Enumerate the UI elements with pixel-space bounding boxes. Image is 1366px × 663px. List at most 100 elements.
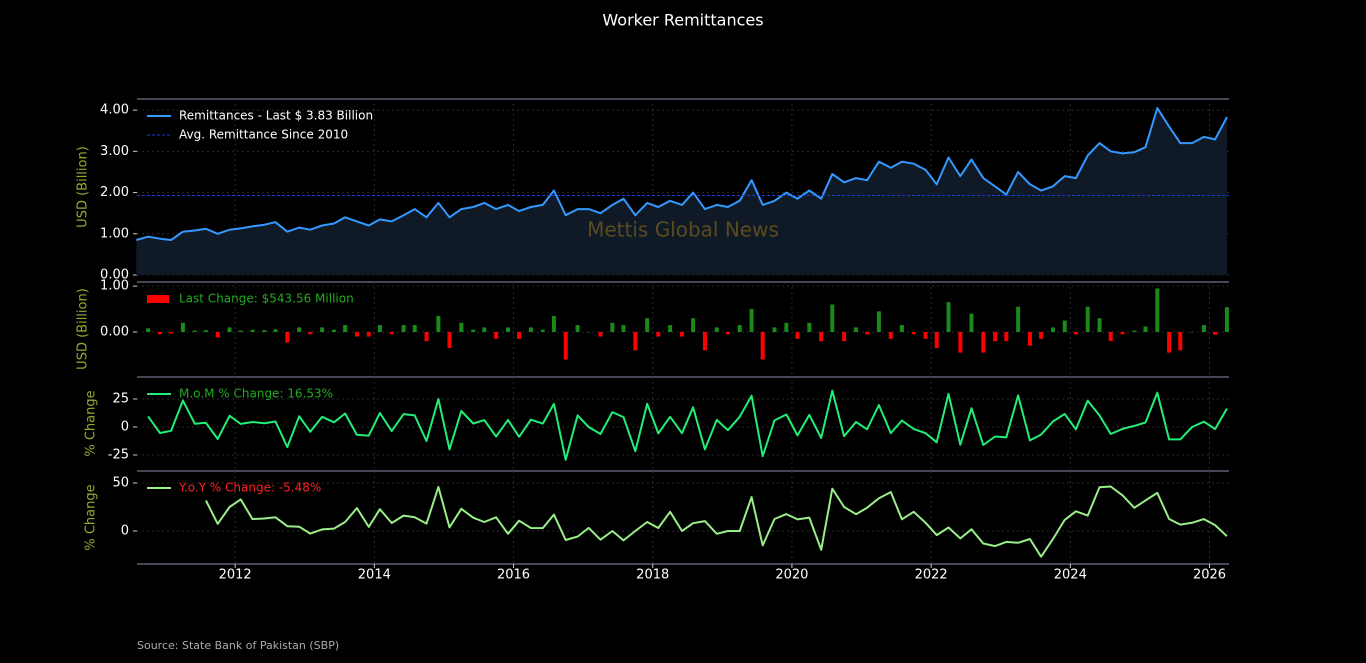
bar xyxy=(668,325,673,332)
y-tick-label: 2.00 xyxy=(100,185,129,200)
bar xyxy=(725,331,730,335)
series-line xyxy=(205,485,1228,558)
bar xyxy=(1190,331,1195,333)
bar xyxy=(586,331,591,333)
y-tick-label: 1.00 xyxy=(100,226,129,241)
y-tick-label: 0 xyxy=(121,523,129,538)
bar xyxy=(227,327,232,332)
bar xyxy=(830,304,835,332)
bar xyxy=(401,325,406,332)
bar xyxy=(551,315,556,332)
bar xyxy=(853,327,858,332)
bar xyxy=(1201,325,1206,332)
legend-label: Y.o.Y % Change: -5.48% xyxy=(178,481,321,495)
bar xyxy=(285,331,290,343)
legend-label: M.o.M % Change: 16.53% xyxy=(179,387,333,401)
watermark: Mettis Global News xyxy=(587,218,779,242)
bar xyxy=(377,325,382,332)
bar xyxy=(993,331,998,342)
bar xyxy=(203,330,208,332)
bar xyxy=(528,327,533,332)
bar xyxy=(749,309,754,332)
x-tick-label: 2022 xyxy=(915,568,948,583)
bar xyxy=(772,327,777,332)
y-tick-label: 4.00 xyxy=(100,103,129,118)
bar xyxy=(250,329,255,332)
bar xyxy=(308,331,313,335)
bar xyxy=(1050,327,1055,332)
source-note: Source: State Bank of Pakistan (SBP) xyxy=(137,639,339,652)
bar xyxy=(1108,331,1113,342)
bar xyxy=(459,322,464,332)
y-axis-label: USD (Billion) xyxy=(76,146,91,228)
bar xyxy=(471,329,476,332)
bar xyxy=(563,331,568,360)
bar xyxy=(447,331,452,349)
bar xyxy=(320,327,325,332)
bar xyxy=(482,327,487,332)
bar xyxy=(424,331,429,342)
bar xyxy=(1143,326,1148,332)
bar xyxy=(540,329,545,332)
y-tick-label: 0 xyxy=(121,419,129,434)
bar xyxy=(1155,288,1160,332)
bar xyxy=(366,331,371,337)
bar xyxy=(389,331,394,335)
bar xyxy=(737,325,742,332)
bar xyxy=(343,325,348,332)
bar xyxy=(1178,331,1183,351)
x-tick-label: 2018 xyxy=(636,568,669,583)
x-tick-label: 2026 xyxy=(1193,568,1226,583)
y-axis-label: % Change xyxy=(84,484,99,550)
bar xyxy=(354,331,359,337)
legend-swatch xyxy=(147,295,169,303)
bar xyxy=(575,325,580,332)
bar xyxy=(598,331,603,337)
bar xyxy=(876,311,881,332)
bar xyxy=(1167,331,1172,353)
legend-label: Last Change: $543.56 Million xyxy=(179,292,354,306)
bar xyxy=(958,331,963,353)
chart-title: Worker Remittances xyxy=(602,11,763,30)
x-tick-label: 2024 xyxy=(1054,568,1087,583)
bar xyxy=(505,327,510,332)
y-tick-label: -25 xyxy=(108,447,129,462)
bar xyxy=(911,331,916,335)
bar xyxy=(633,331,638,351)
bar xyxy=(1132,330,1137,332)
bar xyxy=(1004,331,1009,342)
bar xyxy=(146,328,151,332)
bar xyxy=(714,327,719,332)
bar xyxy=(180,322,185,332)
bar xyxy=(262,330,267,332)
y-tick-label: 50 xyxy=(112,475,129,490)
bar xyxy=(934,331,939,349)
bar xyxy=(1224,307,1229,332)
bar xyxy=(331,329,336,332)
bar xyxy=(1062,320,1067,332)
bar xyxy=(1016,306,1021,332)
bar xyxy=(1085,306,1090,332)
bar xyxy=(297,327,302,332)
bar xyxy=(273,329,278,332)
bar xyxy=(517,331,522,339)
bar xyxy=(807,322,812,332)
bar xyxy=(795,331,800,339)
legend-label: Remittances - Last $ 3.83 Billion xyxy=(179,109,373,123)
series-line xyxy=(147,389,1228,461)
bar xyxy=(436,315,441,332)
bar xyxy=(656,331,661,337)
bar xyxy=(1039,331,1044,339)
bar xyxy=(819,331,824,342)
bar xyxy=(192,330,197,332)
y-tick-label: 1.00 xyxy=(100,279,129,294)
bar xyxy=(865,331,870,335)
bar xyxy=(610,322,615,332)
bar xyxy=(702,331,707,351)
bar xyxy=(1120,331,1125,335)
bar xyxy=(238,330,243,332)
bar xyxy=(169,331,174,334)
legend-label: Avg. Remittance Since 2010 xyxy=(179,128,348,142)
x-tick-label: 2014 xyxy=(358,568,391,583)
